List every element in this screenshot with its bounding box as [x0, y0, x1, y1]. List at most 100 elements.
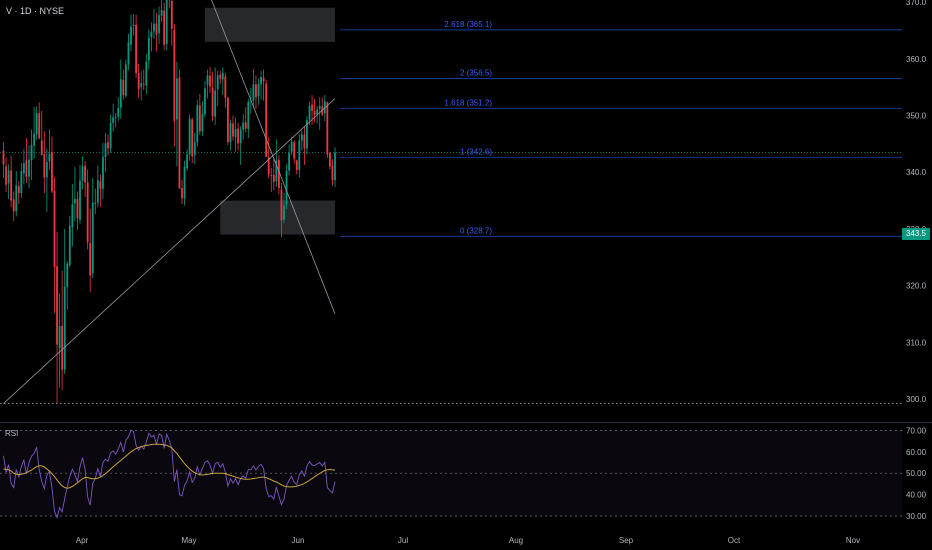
candle-body: [216, 75, 219, 90]
candle-body: [160, 10, 163, 16]
candle-body: [94, 202, 97, 204]
rsi-tick-label: 30.00: [906, 512, 927, 521]
candle-body: [119, 79, 122, 108]
candles: [2, 0, 336, 403]
candle-body: [63, 286, 66, 370]
candle-body: [43, 154, 46, 178]
candle-body: [272, 175, 275, 182]
candle-body: [201, 113, 204, 132]
x-tick-label: Jul: [398, 536, 408, 545]
candle-body: [71, 204, 74, 228]
candle-body: [303, 134, 306, 149]
candle-body: [285, 170, 288, 205]
candle-body: [313, 110, 316, 115]
x-tick-label: Oct: [728, 536, 741, 545]
trendline: [3, 98, 336, 404]
rsi-tick-label: 60.00: [906, 448, 927, 457]
candle-body: [219, 74, 222, 79]
fib-label: 2 (356.5): [460, 69, 492, 78]
candle-body: [283, 205, 285, 220]
candle-body: [165, 0, 168, 45]
candle-body: [12, 199, 15, 212]
candle-body: [38, 113, 41, 139]
candle-body: [255, 84, 257, 98]
candle-body: [147, 37, 150, 61]
x-tick-label: Nov: [846, 536, 860, 545]
candle-body: [135, 24, 137, 73]
candle-body: [45, 161, 48, 178]
candle-body: [278, 159, 280, 189]
candle-body: [107, 142, 109, 149]
candle-body: [173, 29, 176, 122]
candle-body: [81, 166, 84, 181]
candle-body: [293, 142, 296, 159]
candle-body: [132, 24, 135, 26]
candle-body: [142, 83, 145, 85]
candle-body: [163, 10, 166, 45]
candle-body: [196, 105, 199, 143]
rsi-pane: 30.00 40.00 50.00 60.00 70.00: [0, 422, 932, 521]
candle-body: [56, 266, 58, 345]
candle-body: [10, 170, 13, 201]
zone-box: [220, 200, 335, 235]
candle-body: [61, 325, 64, 370]
candle-body: [311, 104, 313, 111]
candle-body: [99, 181, 102, 189]
candle-body: [33, 133, 35, 146]
candle-body: [155, 23, 158, 35]
candle-body: [96, 180, 99, 203]
fib-label: 0 (328.7): [460, 226, 492, 235]
candle-body: [224, 76, 227, 98]
time-axis[interactable]: Apr May Jun Jul Aug Sep Oct Nov: [76, 536, 860, 545]
candle-body: [158, 15, 160, 34]
candle-body: [79, 180, 81, 220]
candle-body: [232, 123, 234, 137]
candle-body: [89, 243, 92, 276]
candle-body: [76, 198, 79, 219]
fib-label: 1 (342.6): [460, 147, 492, 156]
candle-body: [5, 166, 7, 185]
candle-body: [306, 120, 308, 149]
candle-body: [204, 88, 206, 115]
candle-body: [329, 152, 331, 167]
candle-body: [237, 128, 239, 144]
y-tick-label: 370.0: [906, 0, 927, 7]
y-tick-label: 300.0: [906, 395, 927, 404]
last-price-tag: 343.5: [902, 228, 930, 240]
candle-body: [280, 189, 283, 221]
candle-body: [242, 122, 245, 130]
candle-body: [153, 23, 155, 32]
candle-body: [244, 122, 247, 129]
y-tick-label: 350.0: [906, 112, 927, 121]
candle-body: [326, 101, 329, 155]
x-tick-label: Apr: [76, 536, 89, 545]
candle-body: [125, 64, 127, 96]
x-tick-label: Aug: [509, 536, 523, 545]
candle-body: [316, 109, 319, 115]
candle-body: [275, 160, 278, 182]
candle-body: [193, 142, 196, 156]
rsi-ma-line: [3, 443, 336, 489]
candle-body: [260, 76, 262, 85]
y-tick-label: 320.0: [906, 282, 927, 291]
x-tick-label: Jun: [292, 536, 305, 545]
candle-body: [211, 87, 214, 117]
candle-body: [295, 160, 298, 170]
candle-body: [183, 166, 186, 199]
candle-body: [234, 129, 237, 138]
y-tick-label: 360.0: [906, 55, 927, 64]
candle-body: [20, 171, 23, 194]
rsi-tick-label: 40.00: [906, 491, 927, 500]
candle-body: [122, 79, 125, 96]
fib-label: 2.618 (365.1): [444, 20, 492, 29]
candle-body: [221, 72, 224, 80]
candle-body: [209, 75, 211, 87]
candle-body: [323, 101, 326, 114]
candle-body: [2, 150, 5, 165]
candle-body: [25, 160, 28, 177]
trendline: [211, 0, 336, 315]
candle-body: [186, 154, 188, 169]
candle-body: [252, 84, 255, 101]
candle-body: [127, 42, 130, 65]
